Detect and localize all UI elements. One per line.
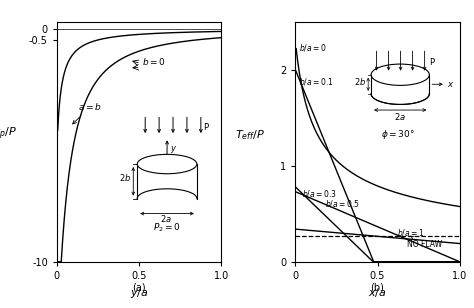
- Text: $b=0$: $b=0$: [142, 56, 166, 67]
- Text: $b/a=1$: $b/a=1$: [397, 227, 425, 238]
- Y-axis label: $T_{eff}/P$: $T_{eff}/P$: [235, 128, 264, 142]
- X-axis label: $y/a$: $y/a$: [130, 286, 148, 300]
- Text: $\phi = 30°$: $\phi = 30°$: [381, 128, 415, 141]
- Text: $a=b$: $a=b$: [73, 101, 102, 124]
- Text: NO FLAW: NO FLAW: [407, 236, 442, 249]
- Y-axis label: $\sigma_p/P$: $\sigma_p/P$: [0, 125, 16, 142]
- X-axis label: $x/a$: $x/a$: [368, 286, 387, 299]
- Text: $b/a=0.1$: $b/a=0.1$: [299, 75, 333, 87]
- Text: $b/a=0$: $b/a=0$: [299, 42, 327, 53]
- Text: $b/a=0.3$: $b/a=0.3$: [302, 188, 337, 199]
- Text: (a): (a): [132, 283, 146, 293]
- Text: $b/a=0.5$: $b/a=0.5$: [325, 197, 360, 209]
- Text: (b): (b): [371, 283, 384, 293]
